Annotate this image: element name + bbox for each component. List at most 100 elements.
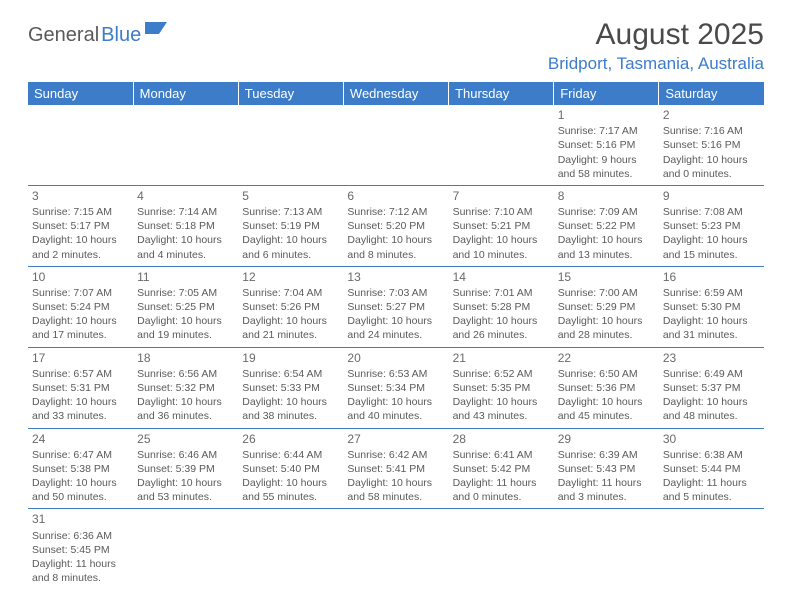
day-number: 28: [453, 431, 550, 447]
weekday-header: Sunday: [28, 82, 133, 105]
daylight-text: and 8 minutes.: [347, 248, 444, 262]
sunset-text: Sunset: 5:19 PM: [242, 219, 339, 233]
calendar-day-cell: 9Sunrise: 7:08 AMSunset: 5:23 PMDaylight…: [659, 185, 764, 266]
daylight-text: Daylight: 10 hours: [242, 395, 339, 409]
sunset-text: Sunset: 5:33 PM: [242, 381, 339, 395]
calendar-day-cell: 14Sunrise: 7:01 AMSunset: 5:28 PMDayligh…: [449, 266, 554, 347]
day-number: 29: [558, 431, 655, 447]
calendar-day-cell: 5Sunrise: 7:13 AMSunset: 5:19 PMDaylight…: [238, 185, 343, 266]
daylight-text: Daylight: 9 hours: [558, 153, 655, 167]
day-number: 9: [663, 188, 760, 204]
calendar-day-cell: [28, 105, 133, 185]
sunrise-text: Sunrise: 7:16 AM: [663, 124, 760, 138]
calendar-day-cell: 26Sunrise: 6:44 AMSunset: 5:40 PMDayligh…: [238, 428, 343, 509]
sunset-text: Sunset: 5:42 PM: [453, 462, 550, 476]
logo-text-general: General: [28, 24, 99, 47]
daylight-text: and 2 minutes.: [32, 248, 129, 262]
day-number: 11: [137, 269, 234, 285]
calendar-day-cell: 30Sunrise: 6:38 AMSunset: 5:44 PMDayligh…: [659, 428, 764, 509]
calendar-day-cell: 27Sunrise: 6:42 AMSunset: 5:41 PMDayligh…: [343, 428, 448, 509]
title-block: August 2025 Bridport, Tasmania, Australi…: [548, 18, 764, 74]
calendar-day-cell: 29Sunrise: 6:39 AMSunset: 5:43 PMDayligh…: [554, 428, 659, 509]
sunrise-text: Sunrise: 7:01 AM: [453, 286, 550, 300]
calendar-day-cell: [449, 509, 554, 589]
daylight-text: Daylight: 10 hours: [32, 314, 129, 328]
sunrise-text: Sunrise: 7:13 AM: [242, 205, 339, 219]
daylight-text: and 13 minutes.: [558, 248, 655, 262]
calendar-day-cell: 2Sunrise: 7:16 AMSunset: 5:16 PMDaylight…: [659, 105, 764, 185]
sunrise-text: Sunrise: 7:04 AM: [242, 286, 339, 300]
month-title: August 2025: [548, 18, 764, 52]
location-subtitle: Bridport, Tasmania, Australia: [548, 54, 764, 74]
sunrise-text: Sunrise: 6:41 AM: [453, 448, 550, 462]
daylight-text: and 0 minutes.: [453, 490, 550, 504]
daylight-text: and 4 minutes.: [137, 248, 234, 262]
calendar-day-cell: 31Sunrise: 6:36 AMSunset: 5:45 PMDayligh…: [28, 509, 133, 589]
daylight-text: Daylight: 10 hours: [347, 233, 444, 247]
sunrise-text: Sunrise: 6:36 AM: [32, 529, 129, 543]
daylight-text: Daylight: 10 hours: [453, 395, 550, 409]
calendar-day-cell: 10Sunrise: 7:07 AMSunset: 5:24 PMDayligh…: [28, 266, 133, 347]
sunset-text: Sunset: 5:38 PM: [32, 462, 129, 476]
sunset-text: Sunset: 5:22 PM: [558, 219, 655, 233]
daylight-text: Daylight: 11 hours: [453, 476, 550, 490]
sunrise-text: Sunrise: 6:42 AM: [347, 448, 444, 462]
calendar-day-cell: 8Sunrise: 7:09 AMSunset: 5:22 PMDaylight…: [554, 185, 659, 266]
sunrise-text: Sunrise: 6:46 AM: [137, 448, 234, 462]
day-number: 15: [558, 269, 655, 285]
weekday-header: Thursday: [449, 82, 554, 105]
daylight-text: and 36 minutes.: [137, 409, 234, 423]
sunset-text: Sunset: 5:43 PM: [558, 462, 655, 476]
calendar-day-cell: 28Sunrise: 6:41 AMSunset: 5:42 PMDayligh…: [449, 428, 554, 509]
sunrise-text: Sunrise: 6:50 AM: [558, 367, 655, 381]
day-number: 25: [137, 431, 234, 447]
sunrise-text: Sunrise: 7:09 AM: [558, 205, 655, 219]
daylight-text: Daylight: 10 hours: [137, 395, 234, 409]
day-number: 7: [453, 188, 550, 204]
sunrise-text: Sunrise: 6:57 AM: [32, 367, 129, 381]
sunset-text: Sunset: 5:25 PM: [137, 300, 234, 314]
day-number: 18: [137, 350, 234, 366]
day-number: 8: [558, 188, 655, 204]
day-number: 16: [663, 269, 760, 285]
daylight-text: Daylight: 10 hours: [453, 233, 550, 247]
day-number: 30: [663, 431, 760, 447]
calendar-day-cell: 17Sunrise: 6:57 AMSunset: 5:31 PMDayligh…: [28, 347, 133, 428]
calendar-week-row: 10Sunrise: 7:07 AMSunset: 5:24 PMDayligh…: [28, 266, 764, 347]
day-number: 20: [347, 350, 444, 366]
calendar-day-cell: 18Sunrise: 6:56 AMSunset: 5:32 PMDayligh…: [133, 347, 238, 428]
daylight-text: and 31 minutes.: [663, 328, 760, 342]
day-number: 2: [663, 107, 760, 123]
day-number: 5: [242, 188, 339, 204]
daylight-text: Daylight: 10 hours: [242, 476, 339, 490]
daylight-text: Daylight: 10 hours: [558, 233, 655, 247]
sunset-text: Sunset: 5:41 PM: [347, 462, 444, 476]
day-number: 1: [558, 107, 655, 123]
sunrise-text: Sunrise: 7:17 AM: [558, 124, 655, 138]
daylight-text: Daylight: 10 hours: [663, 314, 760, 328]
sunset-text: Sunset: 5:28 PM: [453, 300, 550, 314]
weekday-header-row: Sunday Monday Tuesday Wednesday Thursday…: [28, 82, 764, 105]
daylight-text: and 8 minutes.: [32, 571, 129, 585]
sunrise-text: Sunrise: 6:52 AM: [453, 367, 550, 381]
daylight-text: and 50 minutes.: [32, 490, 129, 504]
day-number: 3: [32, 188, 129, 204]
calendar-day-cell: [133, 105, 238, 185]
sunrise-text: Sunrise: 6:56 AM: [137, 367, 234, 381]
day-number: 13: [347, 269, 444, 285]
weekday-header: Tuesday: [238, 82, 343, 105]
sunset-text: Sunset: 5:37 PM: [663, 381, 760, 395]
day-number: 19: [242, 350, 339, 366]
day-number: 31: [32, 511, 129, 527]
sunrise-text: Sunrise: 6:59 AM: [663, 286, 760, 300]
sunset-text: Sunset: 5:35 PM: [453, 381, 550, 395]
calendar-week-row: 3Sunrise: 7:15 AMSunset: 5:17 PMDaylight…: [28, 185, 764, 266]
day-number: 27: [347, 431, 444, 447]
daylight-text: Daylight: 10 hours: [242, 233, 339, 247]
daylight-text: and 28 minutes.: [558, 328, 655, 342]
daylight-text: Daylight: 10 hours: [663, 395, 760, 409]
sunrise-text: Sunrise: 6:49 AM: [663, 367, 760, 381]
calendar-day-cell: 11Sunrise: 7:05 AMSunset: 5:25 PMDayligh…: [133, 266, 238, 347]
sunrise-text: Sunrise: 7:05 AM: [137, 286, 234, 300]
sunrise-text: Sunrise: 6:54 AM: [242, 367, 339, 381]
